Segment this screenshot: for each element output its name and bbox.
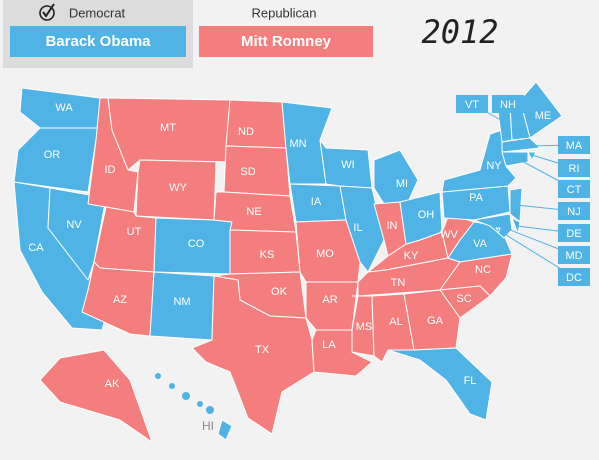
state-label: MI <box>396 178 408 190</box>
label-box <box>558 202 590 220</box>
state-label: OK <box>271 286 288 298</box>
state-label: KY <box>404 250 419 262</box>
state-label: KS <box>260 249 275 261</box>
state <box>387 347 493 421</box>
state-label: HI <box>202 419 214 433</box>
state-label: AK <box>105 378 120 390</box>
state-label: AZ <box>113 294 127 306</box>
state <box>217 419 233 441</box>
state <box>501 137 541 153</box>
state-label: GA <box>427 315 444 327</box>
state-label: MA <box>566 140 583 152</box>
state <box>93 206 157 273</box>
label-box <box>558 159 590 177</box>
island <box>169 383 175 389</box>
state-labels: WA OR CA NV ID MT WY UT CO AZ NM ND SD NE KS OK TX MN IA MO… <box>28 95 590 433</box>
island <box>182 392 190 400</box>
state-label: FL <box>464 375 477 387</box>
island <box>155 373 161 379</box>
check-mark <box>42 3 55 18</box>
candidate-box <box>10 26 186 57</box>
state <box>511 217 521 235</box>
state-label: MS <box>356 321 373 333</box>
island <box>206 406 214 414</box>
state-label: IN <box>387 220 398 232</box>
state <box>305 281 359 331</box>
state-label: MD <box>565 250 582 262</box>
state-label: NY <box>486 160 502 172</box>
state-label: VT <box>465 99 479 111</box>
label-box <box>558 268 590 286</box>
state-label: PA <box>469 192 484 204</box>
state-label: NM <box>173 296 190 308</box>
state <box>403 289 461 351</box>
label-box <box>456 95 488 113</box>
year: 2012 <box>421 13 498 51</box>
state-label: MO <box>316 248 334 260</box>
state-label: NH <box>500 99 516 111</box>
state-label: DE <box>566 228 581 240</box>
state-label: IA <box>311 196 322 208</box>
party-label: Republican <box>251 5 316 20</box>
state-label: CT <box>567 184 582 196</box>
state-label: ND <box>238 126 254 138</box>
state-label: ME <box>535 110 552 122</box>
state-label: WI <box>341 159 354 171</box>
state-label: UT <box>127 226 142 238</box>
label-box <box>558 180 590 198</box>
state <box>225 99 287 149</box>
state <box>39 349 153 443</box>
party-label: Democrat <box>69 5 126 20</box>
candidate-name: Mitt Romney <box>241 33 332 50</box>
state-label: CA <box>28 242 44 254</box>
state-label: AL <box>389 316 402 328</box>
label-box <box>558 224 590 242</box>
label-box <box>558 246 590 264</box>
state <box>107 97 231 171</box>
state <box>311 329 373 377</box>
state-label: TN <box>391 277 406 289</box>
state-label: ID <box>105 164 116 176</box>
state <box>81 261 155 337</box>
state-label: IL <box>353 222 362 234</box>
state-label: NC <box>475 264 491 276</box>
state-label: DC <box>566 272 582 284</box>
state-label: LA <box>322 339 336 351</box>
state-label: WA <box>55 102 73 114</box>
state-label: MN <box>289 138 306 150</box>
state <box>223 145 291 197</box>
state-label: RI <box>569 163 580 175</box>
state-label: NJ <box>567 206 580 218</box>
state-label: VA <box>473 238 488 250</box>
state-label: NV <box>66 219 82 231</box>
island <box>197 401 203 407</box>
state <box>473 213 513 239</box>
states <box>13 81 563 443</box>
state-label: SD <box>240 166 255 178</box>
state-label: WV <box>440 229 458 241</box>
state-label: OR <box>44 149 61 161</box>
state-label: MT <box>160 122 176 134</box>
state-label: NE <box>246 206 261 218</box>
state-label: TX <box>255 344 270 356</box>
check-icon <box>39 5 55 21</box>
candidate-name: Barack Obama <box>45 33 151 50</box>
state <box>399 191 443 245</box>
state <box>213 191 297 233</box>
state-label: WY <box>169 182 187 194</box>
label-box <box>558 136 590 154</box>
state-label: CO <box>188 238 205 250</box>
state-label: OH <box>418 209 435 221</box>
state <box>191 275 315 435</box>
state <box>501 151 529 167</box>
state-label: SC <box>456 293 471 305</box>
candidate-box <box>199 26 373 57</box>
state-label: AR <box>322 294 337 306</box>
label-box <box>492 95 524 113</box>
